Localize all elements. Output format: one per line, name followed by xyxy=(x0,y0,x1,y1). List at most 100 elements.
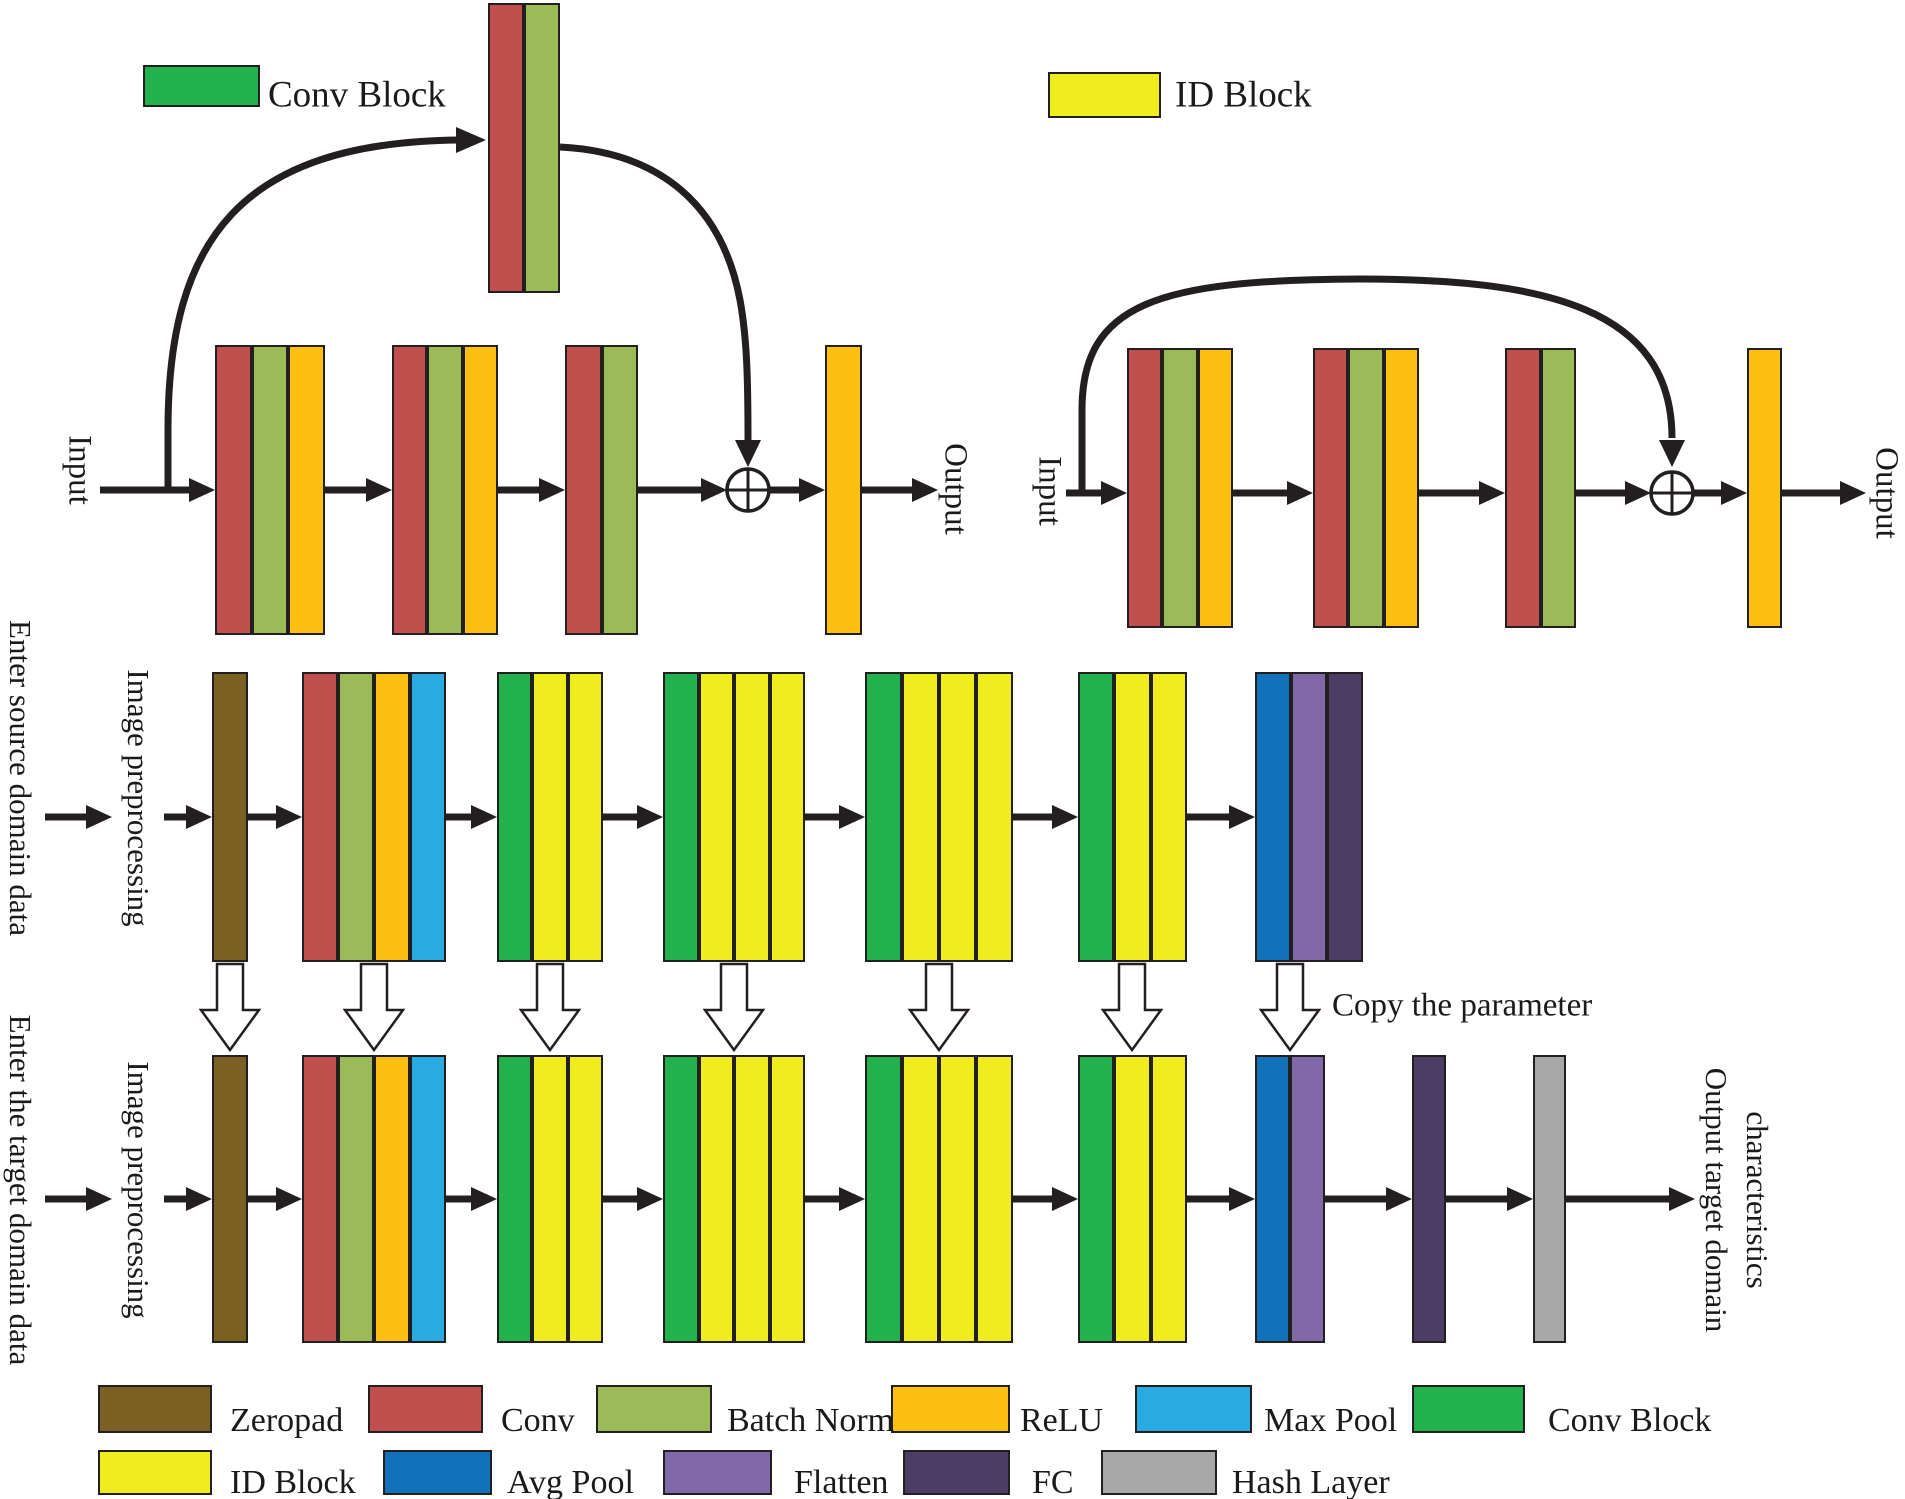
convblock-g1-conv-layer xyxy=(215,345,252,635)
target-flow-arrow-5-head xyxy=(637,1187,663,1211)
target-stage5-id_block-layer xyxy=(939,1055,976,1343)
source-stage3-conv_block-layer xyxy=(497,672,533,962)
legend-swatch-conv xyxy=(368,1385,483,1433)
target-stage4-conv_block-layer xyxy=(663,1055,699,1343)
convblock-flow-arrow-2-head xyxy=(366,478,392,502)
legend-label-flatten: Flatten xyxy=(794,1464,889,1499)
target-stage3-conv_block-layer xyxy=(497,1055,533,1343)
legend-swatch-hash-layer xyxy=(1101,1450,1217,1495)
source-stage7-avg_pool-layer xyxy=(1255,672,1291,962)
convblock-shortcut-conv-layer xyxy=(488,3,524,293)
id-block-legend-label: ID Block xyxy=(1175,74,1312,116)
id-block-input-label: Input xyxy=(1031,456,1068,526)
idblock-final-relu-layer xyxy=(1747,348,1782,628)
idblock-g2-batch_norm-layer xyxy=(1348,348,1384,628)
target-stage7-avg_pool-layer xyxy=(1255,1055,1290,1343)
idblock-skip-curve-1-head xyxy=(1659,440,1685,467)
id-block-legend-swatch xyxy=(1048,72,1161,118)
legend-swatch-fc xyxy=(903,1450,1010,1495)
copy-parameter-arrow-7 xyxy=(1258,962,1322,1053)
idblock-flow-arrow-6-head xyxy=(1840,481,1866,505)
convblock-g2-conv-layer xyxy=(392,345,428,635)
target-flow-arrow-6-head xyxy=(839,1187,865,1211)
legend-label-hash-layer: Hash Layer xyxy=(1232,1464,1390,1499)
legend-label-avg-pool: Avg Pool xyxy=(507,1464,634,1499)
source-stage5-id_block-layer xyxy=(976,672,1013,962)
idblock-g1-relu-layer xyxy=(1197,348,1233,628)
enter-source-domain-label: Enter source domain data xyxy=(3,620,38,936)
source-stage5-conv_block-layer xyxy=(865,672,902,962)
copy-parameter-arrow-5 xyxy=(907,962,971,1053)
target-flow-arrow-3-head xyxy=(276,1187,302,1211)
idblock-g1-conv-layer xyxy=(1127,348,1163,628)
source-stage3-id_block-layer xyxy=(532,672,568,962)
idblock-flow-arrow-3-head xyxy=(1479,481,1505,505)
convblock-g2-relu-layer xyxy=(462,345,498,635)
idblock-flow-arrow-4-head xyxy=(1625,481,1651,505)
source-stage5-id_block-layer xyxy=(939,672,976,962)
convblock-skip-curve-1 xyxy=(164,136,461,490)
target-flow-arrow-4-head xyxy=(471,1187,497,1211)
target-stage9-hash_layer-layer xyxy=(1533,1055,1566,1343)
source-flow-arrow-5-head xyxy=(637,805,663,829)
source-stage4-conv_block-layer xyxy=(663,672,699,962)
target-stage6-conv_block-layer xyxy=(1078,1055,1115,1343)
target-stage4-id_block-layer xyxy=(698,1055,734,1343)
target-flow-arrow-7-head xyxy=(1052,1187,1078,1211)
conv-block-input-label: Input xyxy=(61,435,98,505)
target-flow-arrow-9-head xyxy=(1386,1187,1412,1211)
target-image-preprocessing-label: Image preprocessing xyxy=(121,1061,156,1319)
target-stage7-flatten-layer xyxy=(1290,1055,1325,1343)
idblock-g3-batch_norm-layer xyxy=(1540,348,1576,628)
idblock-g2-relu-layer xyxy=(1383,348,1419,628)
convblock-shortcut-batch_norm-layer xyxy=(524,3,560,293)
target-stage6-id_block-layer xyxy=(1114,1055,1151,1343)
target-stage3-id_block-layer xyxy=(532,1055,568,1343)
copy-parameter-arrow-2 xyxy=(342,962,406,1053)
idblock-skip-curve-1 xyxy=(1078,275,1676,490)
target-flow-arrow-1-head xyxy=(86,1187,112,1211)
source-stage2-max_pool-layer xyxy=(410,672,446,962)
source-stage3-id_block-layer xyxy=(567,672,603,962)
conv-block-legend-label: Conv Block xyxy=(268,74,446,116)
target-stage2-batch_norm-layer xyxy=(338,1055,374,1343)
id-block-output-label: Output xyxy=(1868,447,1905,539)
source-stage2-relu-layer xyxy=(374,672,410,962)
convblock-g2-batch_norm-layer xyxy=(427,345,463,635)
source-stage1-zeropad-layer xyxy=(212,672,248,962)
copy-parameter-arrow-4 xyxy=(702,962,766,1053)
source-image-preprocessing-label: Image preprocessing xyxy=(121,669,156,927)
legend-swatch-max-pool xyxy=(1135,1385,1252,1433)
convblock-flow-arrow-1-head xyxy=(189,478,215,502)
target-stage4-id_block-layer xyxy=(734,1055,770,1343)
enter-target-domain-label: Enter the target domain data xyxy=(3,1014,38,1366)
convblock-skip-curve-1-head xyxy=(456,127,486,153)
idblock-flow-arrow-5-head xyxy=(1721,481,1747,505)
target-stage5-id_block-layer xyxy=(976,1055,1013,1343)
legend-label-fc: FC xyxy=(1032,1464,1074,1499)
idblock-flow-arrow-2-head xyxy=(1287,481,1313,505)
convblock-g1-relu-layer xyxy=(288,345,325,635)
copy-parameter-arrow-1 xyxy=(198,962,262,1053)
source-stage2-conv-layer xyxy=(302,672,338,962)
source-stage7-flatten-layer xyxy=(1291,672,1327,962)
target-stage3-id_block-layer xyxy=(567,1055,603,1343)
convblock-flow-arrow-3-head xyxy=(539,478,565,502)
conv-block-legend-swatch xyxy=(143,65,260,107)
target-flow-arrow-8-head xyxy=(1229,1187,1255,1211)
target-stage4-id_block-layer xyxy=(769,1055,805,1343)
source-flow-arrow-4-head xyxy=(471,805,497,829)
idblock-flow-arrow-1-head xyxy=(1101,481,1127,505)
source-stage7-fc-layer xyxy=(1327,672,1363,962)
target-flow-arrow-2-head xyxy=(186,1187,212,1211)
convblock-final-relu-layer xyxy=(825,345,862,635)
convblock-skip-curve-2-head xyxy=(735,440,761,467)
convblock-g3-batch_norm-layer xyxy=(601,345,638,635)
legend-label-id-block: ID Block xyxy=(230,1464,356,1499)
legend-swatch-conv-block xyxy=(1412,1385,1525,1433)
idblock-g2-conv-layer xyxy=(1313,348,1349,628)
source-stage4-id_block-layer xyxy=(769,672,805,962)
source-stage6-conv_block-layer xyxy=(1078,672,1115,962)
